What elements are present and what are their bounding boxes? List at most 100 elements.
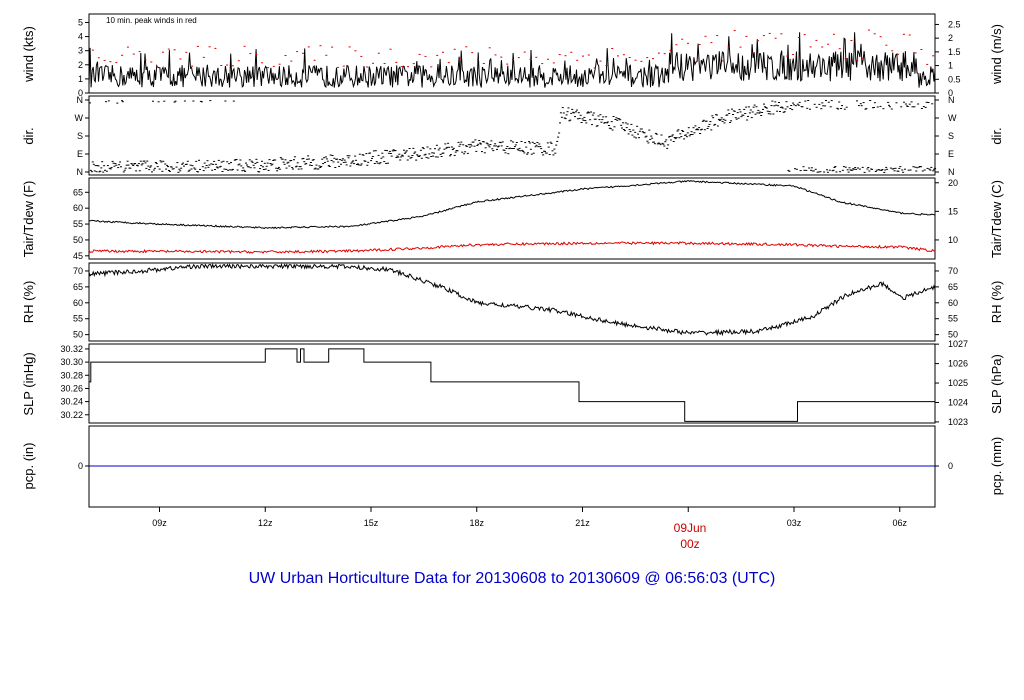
direction-mark bbox=[191, 165, 194, 167]
direction-mark bbox=[596, 125, 599, 127]
direction-mark bbox=[185, 163, 188, 165]
direction-mark bbox=[918, 166, 921, 168]
direction-mark bbox=[551, 150, 554, 152]
direction-mark bbox=[473, 145, 476, 147]
direction-mark bbox=[369, 152, 372, 154]
peak-wind-mark bbox=[97, 57, 100, 59]
direction-mark bbox=[566, 111, 569, 113]
rh-tick-label-right: 50 bbox=[948, 330, 958, 340]
peak-wind-mark bbox=[517, 57, 520, 59]
peak-wind-mark bbox=[302, 52, 304, 54]
direction-mark bbox=[330, 160, 333, 161]
direction-mark bbox=[541, 152, 544, 154]
peak-wind-mark bbox=[838, 48, 841, 50]
direction-mark bbox=[651, 137, 654, 139]
direction-mark bbox=[524, 142, 527, 144]
direction-mark bbox=[138, 170, 141, 172]
peak-wind-mark bbox=[436, 54, 439, 56]
direction-mark bbox=[579, 114, 582, 116]
direction-mark bbox=[108, 167, 111, 169]
direction-mark bbox=[586, 112, 589, 114]
direction-mark bbox=[535, 144, 538, 146]
direction-mark bbox=[237, 164, 240, 166]
direction-mark bbox=[159, 160, 162, 162]
peak-wind-mark bbox=[459, 57, 462, 59]
direction-mark bbox=[311, 159, 314, 161]
direction-mark bbox=[453, 154, 456, 156]
direction-mark bbox=[602, 116, 605, 118]
peak-wind-mark bbox=[803, 34, 806, 36]
direction-mark bbox=[927, 102, 930, 103]
direction-mark bbox=[784, 108, 787, 110]
direction-mark bbox=[367, 161, 370, 163]
direction-mark bbox=[755, 106, 758, 108]
peak-wind-mark bbox=[815, 39, 818, 41]
direction-mark bbox=[165, 168, 168, 170]
direction-mark bbox=[449, 155, 451, 157]
direction-mark bbox=[569, 119, 572, 121]
dir-tick-label-right: W bbox=[948, 113, 957, 123]
direction-mark bbox=[302, 157, 305, 159]
direction-mark bbox=[689, 134, 692, 135]
peak-wind-mark bbox=[792, 54, 795, 55]
dir-tick-label-right: N bbox=[948, 95, 955, 105]
direction-mark bbox=[878, 169, 881, 171]
direction-mark bbox=[857, 105, 860, 107]
direction-mark bbox=[548, 154, 551, 155]
rh-tick-label-left: 55 bbox=[73, 314, 83, 324]
direction-mark bbox=[259, 168, 262, 170]
direction-mark bbox=[351, 161, 354, 163]
peak-wind-mark bbox=[220, 65, 223, 66]
direction-mark bbox=[260, 165, 263, 167]
slp-tick-label-left: 30.32 bbox=[60, 344, 83, 354]
direction-mark bbox=[653, 143, 656, 145]
peak-wind-mark bbox=[418, 53, 421, 55]
direction-mark bbox=[632, 129, 635, 131]
direction-mark bbox=[840, 108, 843, 109]
peak-wind-mark bbox=[733, 30, 736, 32]
direction-mark bbox=[824, 105, 827, 107]
peak-wind-mark bbox=[652, 58, 654, 60]
direction-mark bbox=[825, 100, 827, 101]
direction-mark bbox=[336, 158, 339, 160]
direction-mark bbox=[90, 171, 93, 173]
direction-mark bbox=[853, 168, 856, 170]
direction-mark bbox=[582, 119, 585, 121]
direction-mark bbox=[921, 170, 924, 172]
direction-mark bbox=[681, 130, 684, 131]
direction-mark bbox=[285, 167, 288, 169]
direction-mark bbox=[317, 168, 320, 170]
slp-line bbox=[89, 348, 935, 422]
direction-mark bbox=[355, 159, 357, 161]
peak-wind-mark bbox=[372, 62, 374, 64]
direction-mark bbox=[233, 159, 236, 161]
direction-mark bbox=[555, 144, 558, 146]
direction-mark bbox=[457, 141, 460, 143]
rh-line bbox=[88, 263, 936, 337]
direction-mark bbox=[277, 166, 280, 168]
x-tick-label: 03z bbox=[787, 518, 802, 528]
direction-mark bbox=[804, 100, 807, 102]
peak-wind-mark bbox=[657, 52, 660, 54]
direction-mark bbox=[204, 167, 207, 169]
direction-mark bbox=[797, 104, 800, 106]
direction-mark bbox=[873, 107, 875, 108]
peak-wind-mark bbox=[663, 53, 666, 55]
direction-mark bbox=[189, 164, 192, 166]
direction-mark bbox=[267, 169, 270, 171]
direction-mark bbox=[135, 170, 138, 172]
direction-mark bbox=[166, 164, 169, 166]
direction-mark bbox=[220, 161, 223, 163]
direction-mark bbox=[686, 132, 689, 134]
direction-mark bbox=[920, 108, 923, 109]
direction-mark bbox=[385, 162, 388, 164]
dir-tick-label-left: E bbox=[77, 149, 83, 159]
direction-mark bbox=[699, 133, 702, 134]
direction-mark bbox=[523, 152, 526, 154]
peak-wind-mark bbox=[512, 59, 514, 61]
direction-mark bbox=[102, 171, 105, 173]
direction-mark bbox=[231, 168, 234, 170]
direction-mark bbox=[794, 105, 797, 107]
direction-mark bbox=[758, 112, 761, 114]
direction-mark bbox=[871, 168, 874, 170]
